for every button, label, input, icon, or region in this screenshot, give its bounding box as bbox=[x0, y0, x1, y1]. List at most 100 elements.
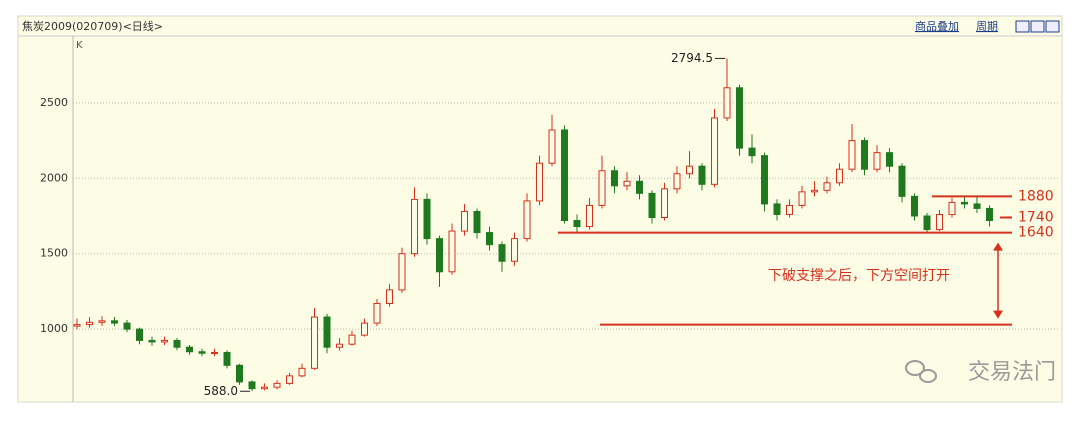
arrow-head bbox=[993, 310, 1003, 319]
candle-body bbox=[673, 173, 681, 190]
candle-body bbox=[273, 382, 281, 388]
low-label: 588.0 bbox=[204, 384, 238, 398]
candle-body bbox=[748, 147, 756, 157]
candle-body bbox=[311, 316, 318, 369]
candle-body bbox=[698, 165, 706, 185]
candle-body bbox=[298, 367, 306, 377]
candle-body bbox=[886, 152, 893, 167]
candle-body bbox=[911, 195, 918, 217]
candle-body bbox=[986, 207, 993, 222]
candle-body bbox=[373, 302, 381, 324]
candle-body bbox=[948, 201, 956, 215]
chart-title: 焦炭2009(020709)<日线> bbox=[22, 19, 163, 33]
candle-body bbox=[73, 324, 81, 327]
candle-body bbox=[486, 232, 493, 246]
candle-body bbox=[798, 191, 806, 206]
watermark: 交易法门 bbox=[968, 360, 1056, 385]
y-tick-label: 1500 bbox=[40, 247, 68, 260]
icon-bubble bbox=[919, 369, 937, 383]
candle-body bbox=[511, 238, 518, 262]
candle-body bbox=[736, 87, 743, 149]
candle-body bbox=[461, 210, 468, 232]
candle-body bbox=[186, 346, 193, 353]
candle-body bbox=[561, 129, 568, 222]
candle-body bbox=[173, 339, 181, 348]
candle-body bbox=[211, 351, 218, 354]
wechat-icon bbox=[905, 360, 937, 383]
candle-body bbox=[686, 165, 693, 175]
candle-body bbox=[611, 170, 618, 187]
candle-body bbox=[761, 155, 768, 205]
high-label: 2794.5 bbox=[671, 51, 713, 65]
overlay-link[interactable]: 商品叠加 bbox=[915, 19, 959, 33]
candle-body bbox=[536, 162, 543, 202]
candle-body bbox=[198, 351, 206, 354]
y-tick-label: 1000 bbox=[40, 322, 68, 335]
candle-body bbox=[361, 322, 368, 336]
candle-body bbox=[223, 351, 231, 366]
candle-body bbox=[336, 343, 343, 348]
zoom-button[interactable] bbox=[1045, 20, 1060, 33]
candle-body bbox=[861, 140, 868, 170]
candle-body bbox=[348, 334, 356, 345]
level-label: 1640 bbox=[1018, 225, 1054, 241]
candle-body bbox=[123, 322, 131, 330]
candle-body bbox=[586, 204, 593, 228]
candle-body bbox=[598, 170, 606, 206]
candle-body bbox=[848, 140, 856, 170]
zoom-button[interactable] bbox=[1030, 20, 1045, 33]
candle-body bbox=[148, 339, 156, 343]
candle-body bbox=[648, 192, 656, 218]
candles bbox=[73, 58, 993, 392]
candle-body bbox=[286, 375, 293, 384]
candle-body bbox=[711, 117, 718, 185]
candle-body bbox=[961, 201, 968, 205]
candle-body bbox=[398, 253, 406, 291]
level-label: 1880 bbox=[1018, 188, 1054, 204]
candle-body bbox=[661, 188, 668, 218]
candle-body bbox=[423, 198, 431, 240]
candle-body bbox=[86, 321, 93, 326]
y-tick-label: 2000 bbox=[40, 171, 68, 184]
candle-body bbox=[936, 213, 943, 231]
candle-body bbox=[723, 87, 731, 119]
candle-body bbox=[811, 189, 818, 193]
level-label: 1740 bbox=[1018, 209, 1054, 225]
candle-body bbox=[836, 168, 843, 184]
candle-body bbox=[136, 328, 143, 341]
annotation: 下破支撑之后，下方空间打开 bbox=[768, 267, 950, 284]
arrow-head bbox=[993, 242, 1003, 251]
candle-body bbox=[386, 289, 393, 304]
candle-body bbox=[111, 320, 118, 324]
candle-body bbox=[636, 180, 643, 194]
candle-body bbox=[786, 204, 793, 215]
zoom-buttons[interactable] bbox=[1015, 20, 1060, 33]
candle-body bbox=[448, 230, 456, 273]
candle-body bbox=[548, 129, 556, 164]
candle-body bbox=[323, 316, 331, 348]
zoom-button[interactable] bbox=[1015, 20, 1030, 33]
candle-body bbox=[523, 200, 531, 240]
candle-body bbox=[623, 180, 631, 187]
candle-body bbox=[573, 220, 581, 228]
candle-body bbox=[923, 215, 931, 231]
panel-label: K bbox=[76, 40, 83, 51]
candle-body bbox=[898, 165, 906, 197]
candle-body bbox=[473, 210, 481, 234]
y-tick-label: 2500 bbox=[40, 96, 68, 109]
candle-body bbox=[161, 339, 168, 343]
candle-body bbox=[236, 364, 243, 383]
period-link[interactable]: 周期 bbox=[976, 20, 998, 33]
candle-body bbox=[248, 381, 256, 390]
candle-body bbox=[773, 203, 781, 215]
icon-bubble bbox=[905, 360, 925, 376]
candle-body bbox=[261, 386, 268, 390]
candle-body bbox=[823, 182, 831, 191]
candle-body bbox=[411, 198, 418, 255]
candle-body bbox=[873, 152, 881, 170]
candle-body bbox=[436, 238, 443, 273]
chart-frame bbox=[17, 15, 1063, 403]
candle-body bbox=[98, 320, 106, 323]
